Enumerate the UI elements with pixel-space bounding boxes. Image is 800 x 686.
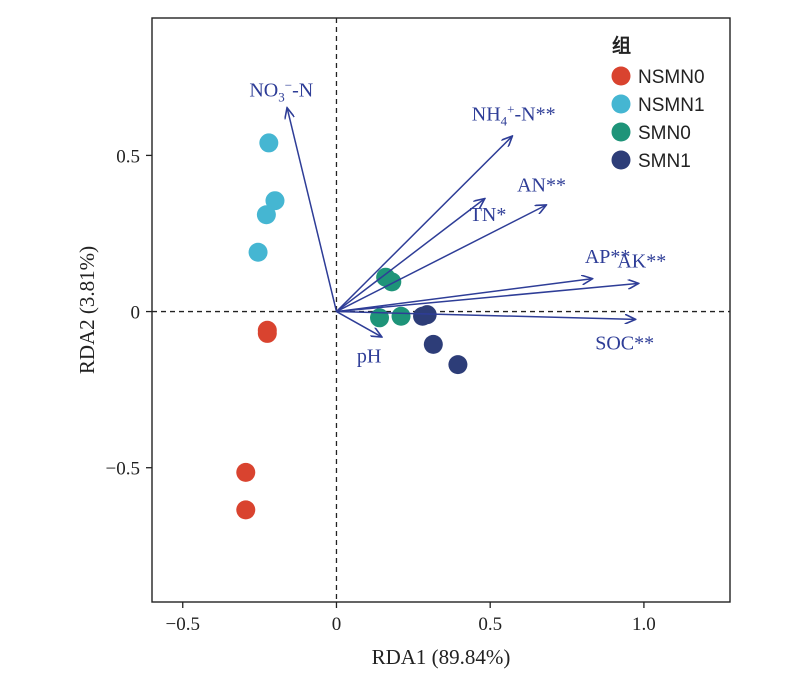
- sample-point-nsmn1: [248, 242, 268, 262]
- env-arrow-label: NO3−-N: [249, 78, 313, 105]
- legend-label: NSMN0: [638, 67, 705, 88]
- env-arrow-label: TN*: [470, 204, 507, 226]
- y-tick-label: 0.5: [116, 146, 140, 167]
- sample-point-smn0: [370, 308, 390, 328]
- sample-point-nsmn0: [236, 462, 256, 482]
- legend-marker-smn0: [611, 122, 631, 142]
- legend-label: SMN1: [638, 151, 691, 172]
- sample-point-smn1: [423, 334, 443, 354]
- x-tick-label: −0.5: [166, 614, 200, 635]
- env-arrow-label: AP**: [585, 246, 631, 268]
- sample-point-nsmn1: [259, 133, 279, 153]
- environment-arrows: NO3−-N NH4+-N** TN* AN** AP**AK** SOC** pH: [249, 78, 666, 368]
- env-arrow-label: pH: [357, 346, 381, 368]
- env-arrow-label: SOC**: [595, 332, 654, 354]
- plot-frame: [151, 17, 731, 603]
- y-tick-label: −0.5: [106, 459, 140, 480]
- sample-point-smn0: [391, 306, 411, 326]
- sample-points: [236, 133, 468, 520]
- env-arrow: [287, 109, 338, 312]
- x-tick-label: 1.0: [632, 614, 656, 635]
- y-axis-title: RDA2 (3.81%): [75, 246, 99, 374]
- legend-marker-nsmn1: [611, 94, 631, 114]
- y-axis: −0.5 0 0.5: [106, 146, 152, 480]
- legend-title: 组: [612, 34, 631, 57]
- x-tick-label: 0.5: [478, 614, 502, 635]
- sample-point-smn1: [448, 355, 468, 375]
- x-axis-title: RDA1 (89.84%): [372, 645, 511, 669]
- sample-point-nsmn1: [265, 191, 285, 211]
- legend-label: SMN0: [638, 123, 691, 144]
- legend-marker-smn1: [611, 150, 631, 170]
- sample-point-nsmn0: [257, 323, 277, 343]
- env-arrow: [336, 310, 381, 337]
- env-arrow: [336, 279, 591, 313]
- legend-marker-nsmn0: [611, 66, 631, 86]
- legend-label: NSMN1: [638, 95, 705, 116]
- env-arrow: [336, 205, 545, 313]
- env-arrow: [336, 199, 484, 313]
- env-arrow: [336, 310, 634, 320]
- y-tick-label: 0: [131, 303, 141, 324]
- sample-point-nsmn1: [256, 205, 276, 225]
- x-tick-label: 0: [332, 614, 342, 635]
- env-arrow-label: AN**: [517, 174, 566, 196]
- env-arrow-label: AK**: [617, 250, 666, 272]
- sample-point-nsmn0: [236, 500, 256, 520]
- legend: 组 NSMN0 NSMN1 SMN0 SMN1: [611, 34, 705, 172]
- x-axis: −0.5 0 0.5 1.0: [166, 602, 656, 635]
- env-arrow-label: NH4+-N**: [472, 102, 556, 129]
- env-arrow: [335, 137, 511, 313]
- env-arrow: [336, 283, 637, 313]
